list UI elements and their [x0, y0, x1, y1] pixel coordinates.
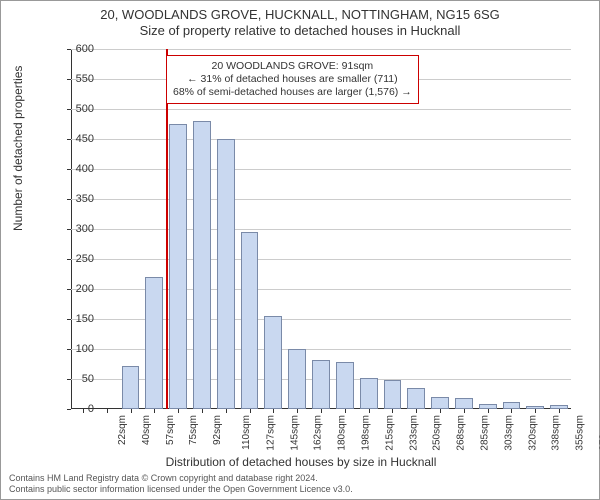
x-tick-label: 338sqm — [551, 415, 562, 451]
annotation-line3: 68% of semi-detached houses are larger (… — [173, 86, 412, 99]
gridline — [71, 259, 571, 260]
x-tick-label: 303sqm — [503, 415, 514, 451]
histogram-bar — [145, 277, 163, 409]
histogram-bar — [407, 388, 425, 409]
y-axis-label: Number of detached properties — [11, 66, 25, 231]
x-tick-mark — [250, 409, 251, 413]
y-tick-label: 50 — [54, 373, 94, 385]
x-tick-label: 92sqm — [212, 415, 223, 445]
x-tick-mark — [464, 409, 465, 413]
x-tick-mark — [369, 409, 370, 413]
y-tick-label: 200 — [54, 283, 94, 295]
x-tick-mark — [297, 409, 298, 413]
y-tick-label: 250 — [54, 253, 94, 265]
x-tick-mark — [488, 409, 489, 413]
x-tick-label: 233sqm — [408, 415, 419, 451]
x-tick-label: 40sqm — [141, 415, 152, 445]
x-tick-label: 180sqm — [337, 415, 348, 451]
x-tick-mark — [416, 409, 417, 413]
x-tick-label: 75sqm — [188, 415, 199, 445]
x-tick-mark — [202, 409, 203, 413]
x-tick-label: 285sqm — [480, 415, 491, 451]
x-tick-label: 355sqm — [575, 415, 586, 451]
histogram-bar — [312, 360, 330, 409]
chart-container: 20, WOODLANDS GROVE, HUCKNALL, NOTTINGHA… — [0, 0, 600, 500]
histogram-bar — [431, 397, 449, 409]
histogram-bar — [336, 362, 354, 409]
histogram-bar — [384, 380, 402, 409]
x-tick-mark — [345, 409, 346, 413]
y-tick-label: 600 — [54, 43, 94, 55]
x-tick-label: 268sqm — [456, 415, 467, 451]
histogram-bar — [288, 349, 306, 409]
x-tick-mark — [392, 409, 393, 413]
histogram-bar — [193, 121, 211, 409]
x-tick-label: 57sqm — [165, 415, 176, 445]
histogram-bar — [169, 124, 187, 409]
x-tick-mark — [154, 409, 155, 413]
histogram-bar — [503, 402, 521, 409]
title-block: 20, WOODLANDS GROVE, HUCKNALL, NOTTINGHA… — [1, 1, 599, 38]
x-tick-mark — [559, 409, 560, 413]
y-tick-label: 400 — [54, 163, 94, 175]
histogram-bar — [455, 398, 473, 409]
x-tick-label: 215sqm — [384, 415, 395, 451]
gridline — [71, 109, 571, 110]
histogram-bar — [122, 366, 140, 409]
x-tick-mark — [273, 409, 274, 413]
x-tick-mark — [226, 409, 227, 413]
x-tick-mark — [321, 409, 322, 413]
x-tick-mark — [107, 409, 108, 413]
histogram-bar — [264, 316, 282, 409]
x-tick-label: 127sqm — [265, 415, 276, 451]
y-tick-label: 150 — [54, 313, 94, 325]
x-tick-label: 198sqm — [361, 415, 372, 451]
x-tick-label: 320sqm — [527, 415, 538, 451]
y-tick-label: 100 — [54, 343, 94, 355]
footer-line2: Contains public sector information licen… — [9, 484, 353, 495]
gridline — [71, 229, 571, 230]
footer-attribution: Contains HM Land Registry data © Crown c… — [9, 473, 353, 495]
x-tick-label: 145sqm — [289, 415, 300, 451]
y-tick-label: 300 — [54, 223, 94, 235]
x-tick-label: 110sqm — [241, 415, 252, 450]
x-tick-label: 22sqm — [117, 415, 128, 445]
histogram-bar — [360, 378, 378, 409]
address-title: 20, WOODLANDS GROVE, HUCKNALL, NOTTINGHA… — [1, 7, 599, 22]
annotation-line2: ← 31% of detached houses are smaller (71… — [173, 73, 412, 86]
gridline — [71, 139, 571, 140]
histogram-bar — [217, 139, 235, 409]
gridline — [71, 199, 571, 200]
x-tick-mark — [131, 409, 132, 413]
y-tick-label: 550 — [54, 73, 94, 85]
gridline — [71, 169, 571, 170]
histogram-bar — [241, 232, 259, 409]
x-axis-label: Distribution of detached houses by size … — [1, 455, 600, 469]
x-tick-label: 162sqm — [313, 415, 324, 451]
y-tick-label: 500 — [54, 103, 94, 115]
footer-line1: Contains HM Land Registry data © Crown c… — [9, 473, 353, 484]
x-tick-mark — [535, 409, 536, 413]
y-tick-label: 450 — [54, 133, 94, 145]
plot-area: 22sqm40sqm57sqm75sqm92sqm110sqm127sqm145… — [71, 49, 571, 409]
subtitle: Size of property relative to detached ho… — [1, 23, 599, 38]
x-tick-label: 250sqm — [432, 415, 443, 451]
y-tick-label: 0 — [54, 403, 94, 415]
x-tick-mark — [511, 409, 512, 413]
annotation-box: 20 WOODLANDS GROVE: 91sqm← 31% of detach… — [166, 55, 419, 104]
gridline — [71, 49, 571, 50]
annotation-line1: 20 WOODLANDS GROVE: 91sqm — [173, 60, 412, 73]
x-tick-mark — [178, 409, 179, 413]
x-tick-mark — [440, 409, 441, 413]
y-tick-label: 350 — [54, 193, 94, 205]
